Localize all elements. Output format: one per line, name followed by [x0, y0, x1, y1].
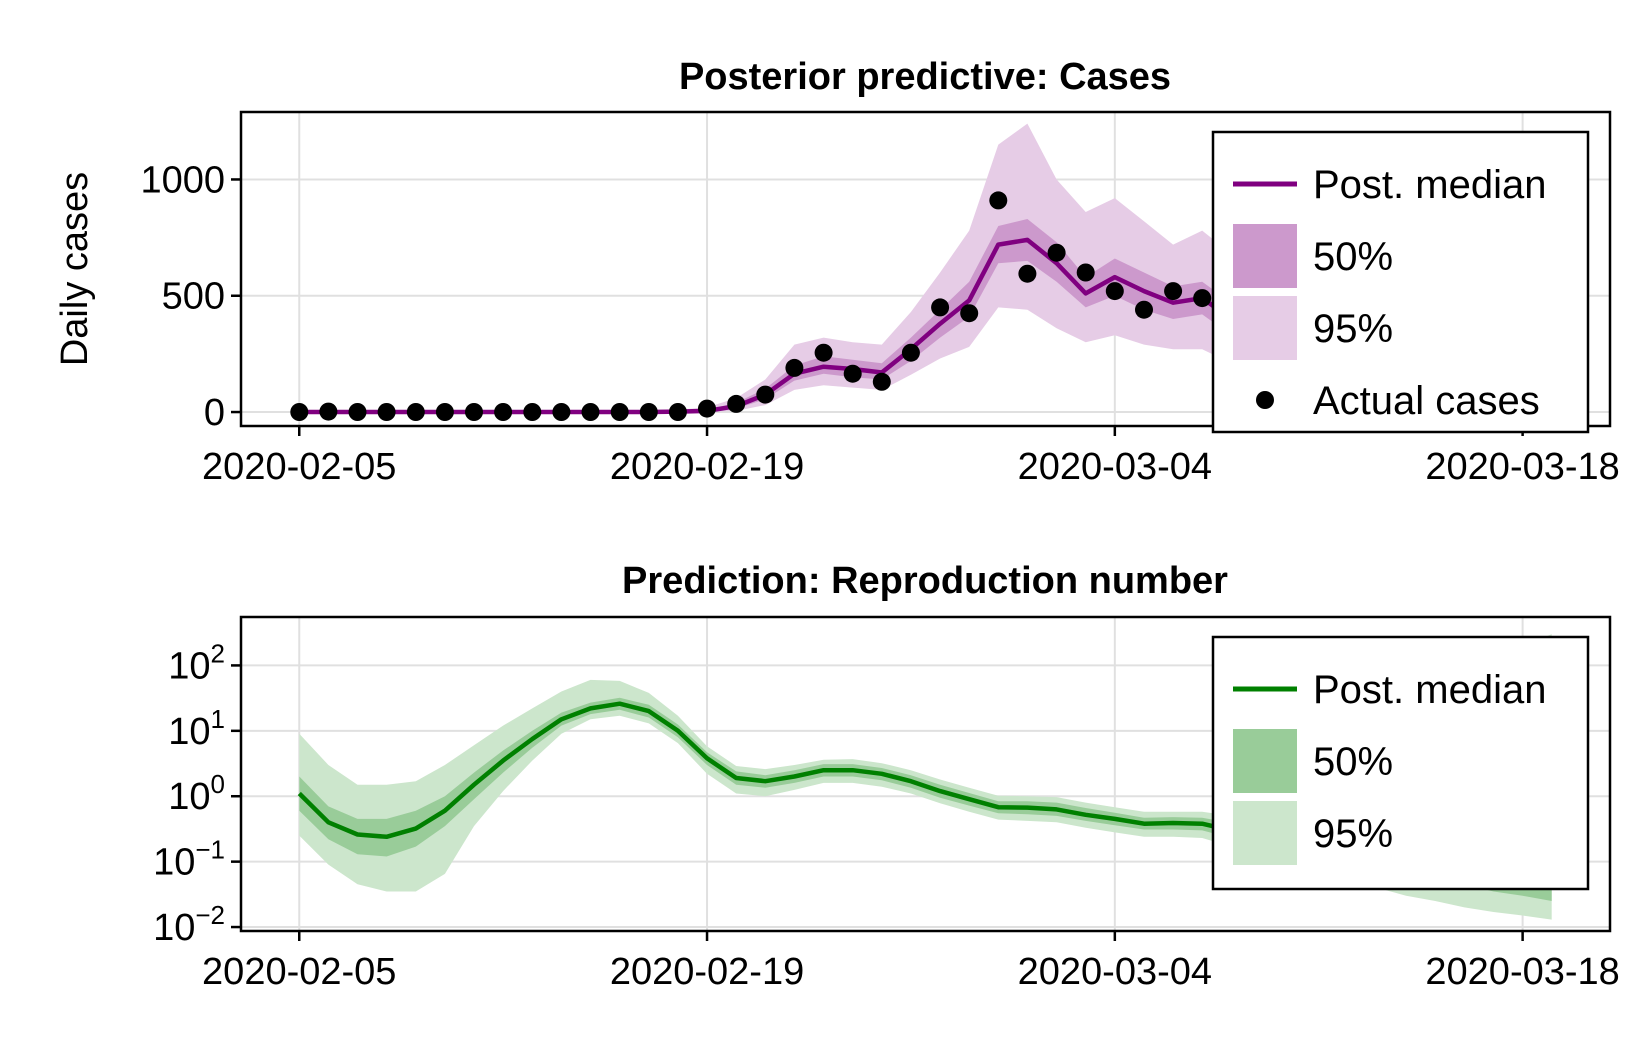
cases-legend: Post. median 50% 95% Actual cases: [1211, 130, 1590, 434]
actual-case-point: [1164, 282, 1183, 301]
cases-panel: Posterior predictive: Cases Daily cases …: [54, 56, 1620, 488]
cases-legend-label: Post. median: [1313, 163, 1546, 207]
actual-case-point: [668, 403, 687, 421]
cases-legend-50-swatch: [1233, 224, 1297, 288]
cases-y-tick-label: 0: [204, 392, 225, 434]
cases-legend-label: 95%: [1313, 307, 1393, 351]
actual-case-point: [435, 403, 454, 421]
rt-title: Prediction: Reproduction number: [622, 560, 1228, 602]
actual-case-point: [1018, 264, 1037, 283]
rt-y-tick-label: 10−2: [153, 900, 225, 949]
actual-case-point: [552, 403, 571, 421]
rt-y-ticks: 10−2 10−1 100 101 102: [153, 638, 241, 949]
rt-panel: Prediction: Reproduction number 2020-02-…: [153, 560, 1620, 993]
cases-y-ticks: 0 500 1000: [140, 159, 241, 434]
actual-case-point: [931, 298, 950, 317]
rt-x-tick-label: 2020-03-18: [1425, 951, 1619, 993]
cases-legend-label: 50%: [1313, 235, 1393, 279]
cases-legend-point-swatch: [1256, 391, 1274, 409]
actual-case-point: [785, 358, 804, 377]
cases-plot-frame: [239, 110, 1612, 428]
actual-case-point: [581, 403, 600, 421]
actual-case-point: [494, 403, 513, 421]
cases-actual-points: [290, 191, 1299, 421]
actual-case-point: [843, 364, 862, 383]
rt-x-tick-label: 2020-02-19: [610, 951, 804, 993]
rt-x-tick-label: 2020-02-05: [202, 951, 396, 993]
rt-x-tick-label: 2020-03-04: [1018, 951, 1212, 993]
cases-x-ticks: 2020-02-05 2020-02-19 2020-03-04 2020-03-18: [202, 426, 1620, 488]
actual-case-point: [639, 403, 658, 421]
actual-case-point: [814, 343, 833, 362]
actual-case-point: [348, 403, 367, 421]
rt-legend-label: Post. median: [1313, 668, 1546, 712]
cases-legend-label: Actual cases: [1313, 379, 1540, 423]
actual-case-point: [1135, 300, 1153, 319]
rt-legend-50-swatch: [1233, 729, 1297, 793]
rt-y-tick-label: 10−1: [153, 835, 225, 884]
cases-x-tick-label: 2020-03-18: [1425, 446, 1619, 488]
actual-case-point: [465, 403, 483, 421]
actual-case-point: [989, 191, 1008, 210]
cases-x-tick-label: 2020-02-19: [610, 446, 804, 488]
cases-title: Posterior predictive: Cases: [679, 56, 1171, 98]
actual-case-point: [698, 399, 716, 418]
actual-case-point: [756, 385, 775, 404]
actual-case-point: [1076, 263, 1095, 282]
rt-legend: Post. median 50% 95%: [1211, 635, 1590, 891]
rt-plot-frame: [239, 615, 1612, 933]
actual-case-point: [406, 403, 425, 421]
actual-case-point: [290, 403, 309, 421]
actual-case-point: [1047, 243, 1066, 262]
cases-legend-95-swatch: [1233, 296, 1297, 360]
rt-legend-95-swatch: [1233, 801, 1297, 865]
rt-y-tick-label: 102: [168, 638, 225, 687]
cases-y-tick-label: 1000: [140, 159, 225, 201]
actual-case-point: [319, 402, 338, 421]
rt-x-ticks: 2020-02-05 2020-02-19 2020-03-04 2020-03-18: [202, 931, 1620, 993]
actual-case-point: [1105, 282, 1124, 301]
rt-y-tick-label: 101: [168, 704, 225, 753]
actual-case-point: [523, 403, 542, 421]
actual-case-point: [610, 403, 629, 421]
cases-x-tick-label: 2020-02-05: [202, 446, 396, 488]
actual-case-point: [1193, 289, 1212, 308]
cases-y-axis-label: Daily cases: [54, 172, 96, 366]
actual-case-point: [872, 372, 891, 391]
actual-case-point: [901, 343, 920, 362]
actual-case-point: [727, 394, 746, 413]
cases-x-tick-label: 2020-03-04: [1018, 446, 1212, 488]
rt-y-tick-label: 100: [168, 769, 225, 818]
rt-legend-label: 95%: [1313, 812, 1393, 856]
actual-case-point: [377, 403, 396, 421]
actual-case-point: [960, 304, 979, 323]
rt-legend-label: 50%: [1313, 740, 1393, 784]
cases-y-tick-label: 500: [162, 276, 225, 318]
